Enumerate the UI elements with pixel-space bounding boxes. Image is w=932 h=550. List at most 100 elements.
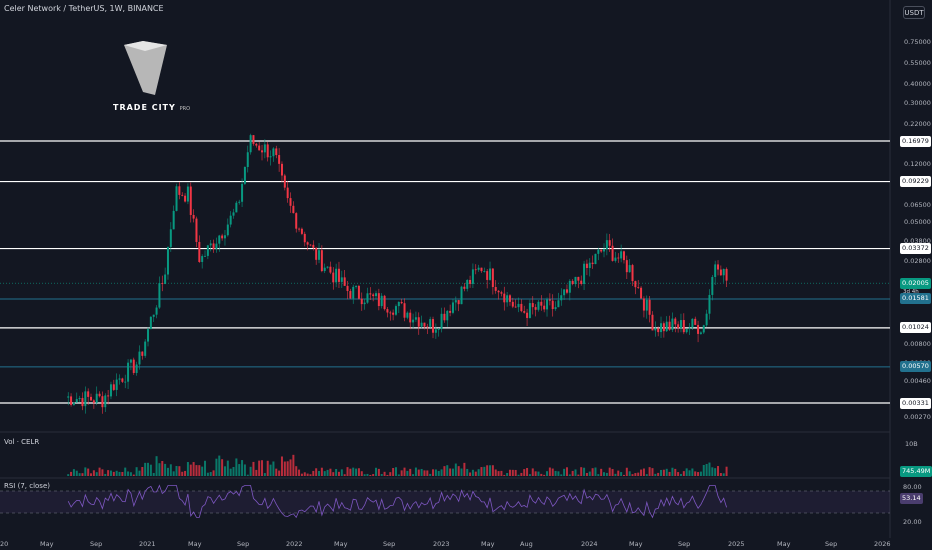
candle bbox=[81, 398, 83, 406]
candle bbox=[366, 293, 368, 302]
candle bbox=[563, 289, 565, 295]
candle bbox=[281, 164, 283, 176]
candle bbox=[643, 298, 645, 310]
time-tick: 2025 bbox=[728, 540, 745, 548]
volume-bar bbox=[252, 462, 254, 476]
candle bbox=[583, 264, 585, 284]
volume-bar bbox=[592, 468, 594, 476]
volume-bar bbox=[546, 471, 548, 476]
volume-bar bbox=[580, 467, 582, 476]
candle bbox=[726, 269, 728, 281]
volume-bar bbox=[415, 468, 417, 476]
candle bbox=[90, 397, 92, 400]
candle bbox=[540, 302, 542, 306]
candle bbox=[415, 317, 417, 319]
volume-bar bbox=[141, 467, 143, 476]
candle bbox=[287, 188, 289, 198]
volume-bar bbox=[532, 468, 534, 476]
volume-bar bbox=[372, 474, 374, 476]
volume-bar bbox=[93, 470, 95, 476]
time-tick: May bbox=[481, 540, 494, 548]
candle bbox=[224, 235, 226, 238]
candle bbox=[423, 323, 425, 327]
candle bbox=[461, 287, 463, 304]
volume-bar bbox=[327, 470, 329, 476]
volume-bar bbox=[173, 471, 175, 476]
candle bbox=[375, 293, 377, 296]
candle bbox=[589, 263, 591, 268]
candle bbox=[335, 269, 337, 283]
time-tick: May bbox=[334, 540, 347, 548]
volume-bar bbox=[298, 470, 300, 476]
volume-bar bbox=[666, 469, 668, 476]
volume-bar bbox=[523, 469, 525, 476]
candle bbox=[694, 319, 696, 325]
time-tick: May bbox=[188, 540, 201, 548]
price-tick: 0.75000 bbox=[904, 38, 931, 46]
volume-bar bbox=[603, 472, 605, 476]
candle bbox=[515, 307, 517, 308]
volume-bar bbox=[634, 473, 636, 476]
candle bbox=[634, 281, 636, 287]
volume-bar bbox=[543, 475, 545, 476]
candle bbox=[654, 328, 656, 330]
level-badge: 0.09229 bbox=[900, 176, 931, 187]
volume-bar bbox=[518, 475, 520, 476]
candle bbox=[577, 277, 579, 281]
candle bbox=[258, 146, 260, 151]
candle bbox=[660, 323, 662, 332]
candle bbox=[201, 256, 203, 262]
volume-bar bbox=[201, 467, 203, 476]
candle bbox=[543, 306, 545, 310]
candle bbox=[210, 243, 212, 245]
candle bbox=[575, 277, 577, 284]
volume-bar bbox=[295, 466, 297, 476]
volume-bar bbox=[147, 463, 149, 476]
volume-bar bbox=[657, 473, 659, 476]
candle bbox=[190, 187, 192, 215]
candle bbox=[349, 291, 351, 298]
candle bbox=[170, 229, 172, 247]
candle bbox=[127, 363, 129, 382]
candle bbox=[594, 254, 596, 264]
candle bbox=[449, 311, 451, 313]
candle bbox=[358, 286, 360, 299]
rsi-tick-80: 80.00 bbox=[903, 483, 922, 491]
volume-title[interactable]: Vol · CELR bbox=[4, 438, 39, 446]
rsi-title[interactable]: RSI (7, close) bbox=[4, 482, 50, 490]
time-tick: 2021 bbox=[139, 540, 156, 548]
candle bbox=[207, 245, 209, 256]
candle bbox=[443, 314, 445, 320]
volume-bar bbox=[429, 474, 431, 476]
volume-bar bbox=[669, 472, 671, 476]
candle bbox=[133, 360, 135, 373]
volume-bar bbox=[213, 470, 215, 476]
level-badge: 0.00570 bbox=[900, 361, 931, 372]
volume-bar bbox=[204, 461, 206, 476]
symbol-title[interactable]: Celer Network / TetherUS, 1W, BINANCE bbox=[4, 4, 164, 13]
volume-bar bbox=[426, 470, 428, 476]
candle bbox=[315, 248, 317, 260]
candle bbox=[101, 396, 103, 407]
candle bbox=[409, 313, 411, 323]
candle bbox=[458, 300, 460, 304]
candle bbox=[518, 304, 520, 307]
candle bbox=[441, 314, 443, 329]
volume-bar bbox=[626, 468, 628, 476]
volume-bar bbox=[535, 471, 537, 476]
candle bbox=[555, 307, 557, 309]
candle bbox=[708, 295, 710, 314]
price-tick: 0.55000 bbox=[904, 59, 931, 67]
volume-bar bbox=[475, 472, 477, 476]
candle bbox=[569, 281, 571, 293]
volume-bar bbox=[235, 458, 237, 476]
candle bbox=[466, 280, 468, 289]
candle bbox=[381, 296, 383, 306]
volume-bar bbox=[452, 469, 454, 476]
candle bbox=[435, 329, 437, 332]
candle bbox=[580, 281, 582, 284]
volume-bar bbox=[318, 471, 320, 476]
currency-badge[interactable]: USDT bbox=[903, 6, 925, 19]
